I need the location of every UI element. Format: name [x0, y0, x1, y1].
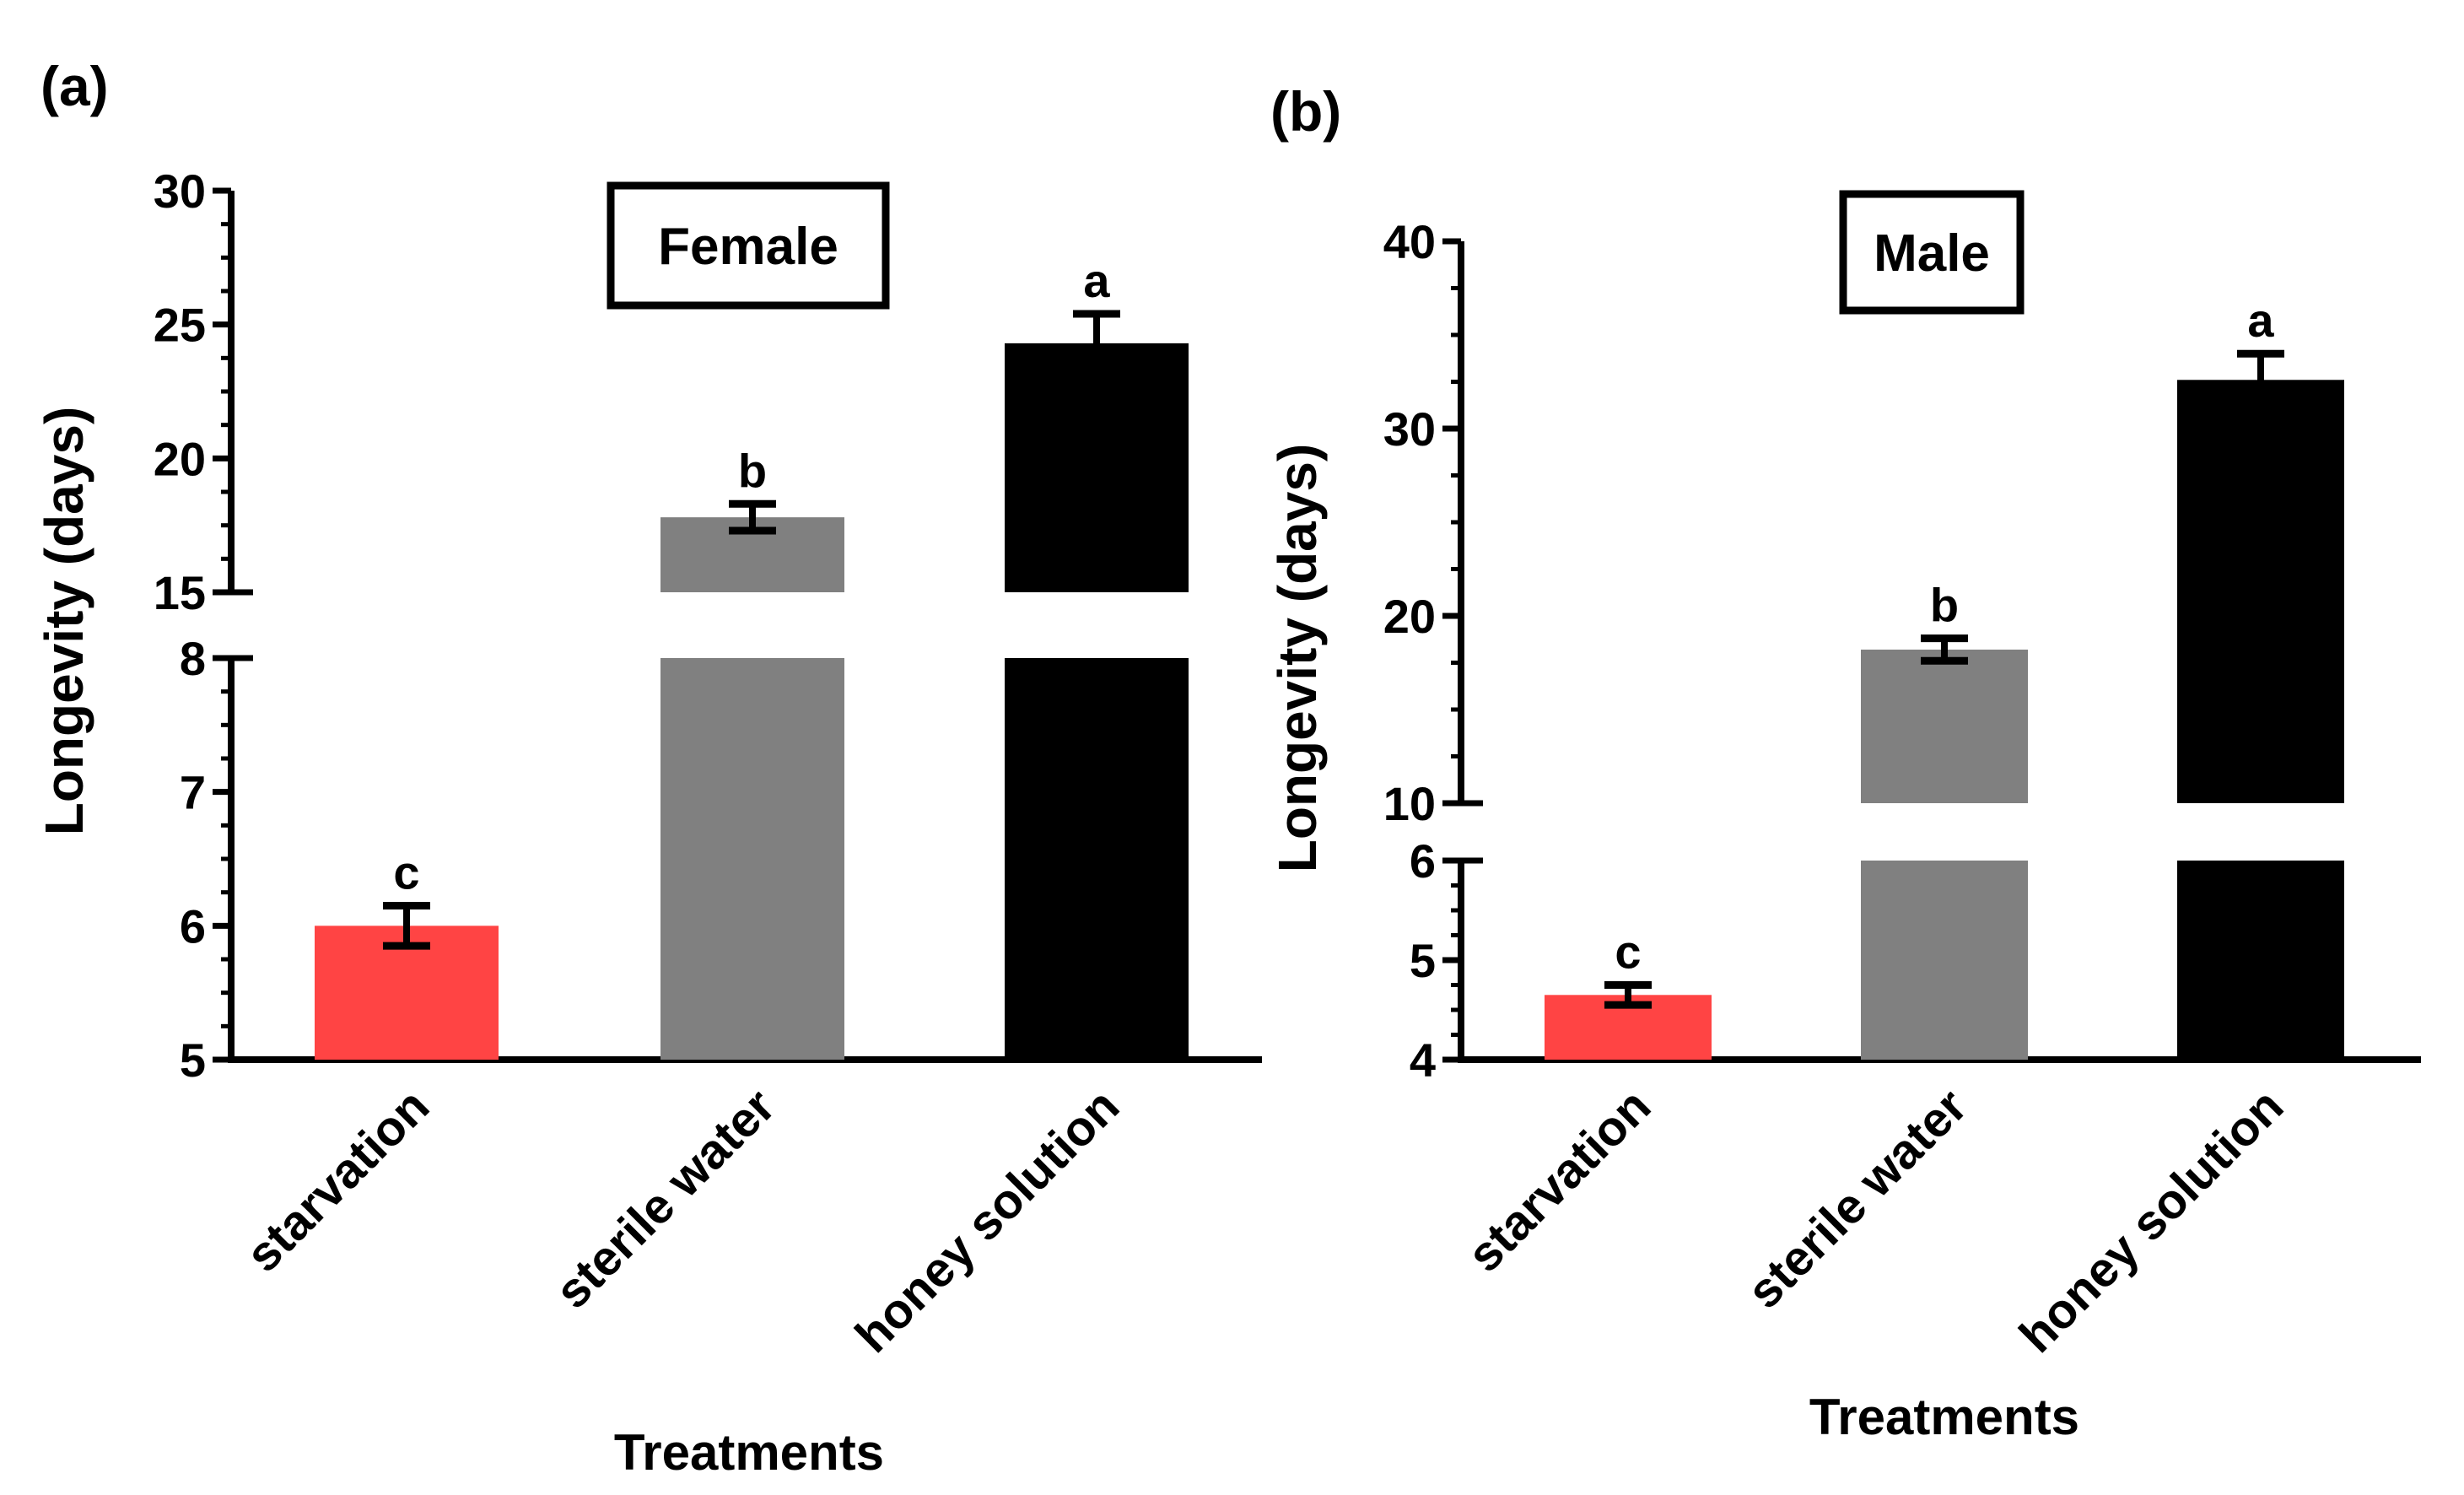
- y-tick-label: 6: [180, 899, 206, 953]
- significance-letter: a: [1083, 254, 1110, 307]
- x-category-label: starvation: [235, 1078, 439, 1282]
- y-tick-label: 4: [1410, 1034, 1436, 1087]
- y-tick-label: 5: [1410, 934, 1436, 987]
- title-box: [607, 181, 890, 310]
- x-category-label: sterile water: [545, 1078, 785, 1319]
- y-axis-title: Longevity (days): [1267, 444, 1328, 873]
- significance-letter: c: [393, 846, 419, 899]
- y-tick-label: 7: [180, 766, 206, 819]
- y-tick-label: 30: [1383, 402, 1436, 456]
- y-tick-label: 5: [180, 1034, 206, 1087]
- y-axis-title: Longevity (days): [34, 407, 94, 836]
- y-tick-label: 20: [154, 432, 206, 485]
- x-axis-title: Treatments: [1809, 1389, 2079, 1445]
- bar-honey-solution: [2177, 380, 2344, 803]
- bar-sterile-water-lower: [660, 658, 844, 1060]
- y-tick-label: 20: [1383, 590, 1436, 643]
- panel-label: (b): [1270, 80, 1341, 143]
- bar-sterile-water: [1861, 649, 2028, 803]
- y-tick-label: 25: [154, 299, 206, 352]
- significance-letter: b: [738, 444, 767, 497]
- bar-sterile-water-lower: [1861, 861, 2028, 1060]
- y-tick-label: 10: [1383, 777, 1436, 830]
- y-tick-label: 8: [180, 632, 206, 685]
- y-tick-label: 40: [1383, 215, 1436, 268]
- chart-title: Female: [658, 218, 838, 276]
- y-tick-label: 30: [154, 165, 206, 218]
- significance-letter: a: [2247, 294, 2274, 347]
- panel-male: (b) 4 5 610 20 30 40 c starvation b sterile water a…: [1267, 80, 2421, 1445]
- panel-female: (a) 5 6 7 8 15 20 25 30 c starvation b sterile water…: [34, 55, 1262, 1481]
- x-category-label: starvation: [1457, 1078, 1661, 1282]
- x-category-label: sterile water: [1737, 1078, 1977, 1319]
- panel-label: (a): [40, 55, 109, 117]
- significance-letter: b: [1930, 579, 1959, 632]
- bar-honey-solution: [1005, 343, 1189, 592]
- bar-honey-solution-lower: [2177, 861, 2344, 1060]
- y-tick-label: 6: [1410, 834, 1436, 888]
- y-tick-label: 15: [154, 566, 206, 619]
- title-box: [1839, 190, 2025, 315]
- x-axis-title: Treatments: [614, 1424, 884, 1481]
- bar-honey-solution-lower: [1005, 658, 1189, 1060]
- x-category-label: honey solution: [845, 1078, 1130, 1363]
- x-category-label: honey solution: [2009, 1078, 2294, 1363]
- chart-title: Male: [1874, 224, 1990, 283]
- significance-letter: c: [1615, 926, 1641, 979]
